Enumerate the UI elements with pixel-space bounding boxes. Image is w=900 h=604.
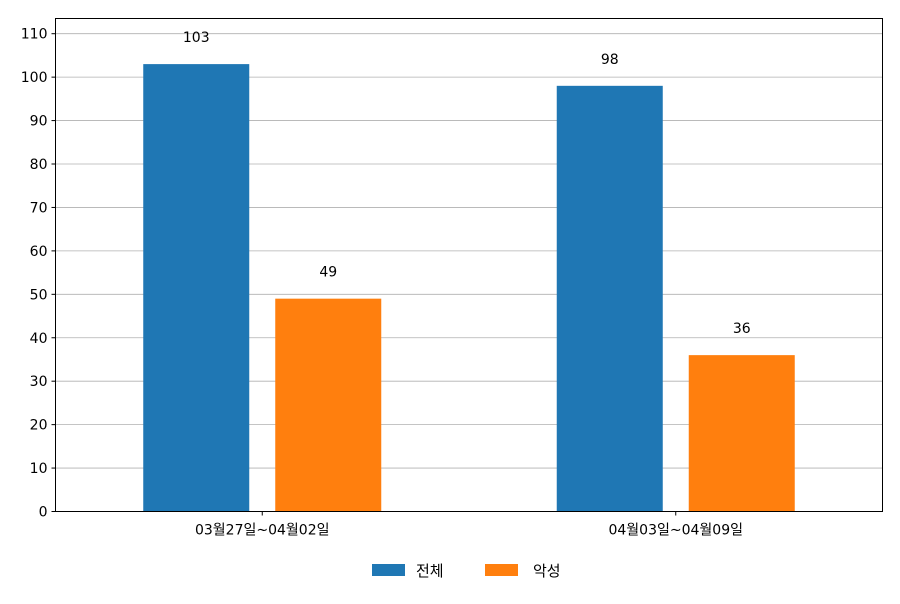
legend-label-total: 전체 [416, 562, 444, 580]
data-labels: 103 49 98 36 [183, 30, 751, 337]
legend-swatch-malicious [485, 564, 518, 576]
data-label: 103 [183, 30, 210, 46]
bars [143, 64, 795, 512]
plot-frame [55, 18, 883, 512]
data-label: 49 [319, 265, 337, 281]
bar-total-1 [143, 64, 250, 512]
y-tick-label: 30 [30, 374, 48, 390]
bar-malicious-1 [275, 298, 382, 512]
data-label: 98 [601, 52, 619, 68]
bar-total-2 [556, 85, 663, 512]
legend-swatch-total [372, 564, 405, 576]
y-tick-label: 100 [21, 70, 48, 86]
y-axis: 0 10 20 30 40 50 60 70 80 90 100 110 [21, 27, 56, 521]
y-tick-label: 110 [21, 27, 48, 43]
y-tick-label: 10 [30, 461, 48, 477]
x-axis: 03월27일~04월02일 04월03일~04월09일 [195, 511, 743, 539]
y-tick-label: 60 [30, 244, 48, 260]
y-tick-label: 20 [30, 418, 48, 434]
legend: 전체 악성 [372, 562, 561, 580]
legend-label-malicious: 악성 [533, 562, 561, 580]
y-tick-label: 70 [30, 200, 48, 216]
y-tick-label: 50 [30, 287, 48, 303]
y-tick-label: 40 [30, 331, 48, 347]
y-tick-label: 80 [30, 157, 48, 173]
x-tick-label: 03월27일~04월02일 [195, 523, 330, 539]
bar-malicious-2 [688, 355, 795, 512]
data-label: 36 [733, 321, 751, 337]
y-tick-label: 90 [30, 114, 48, 130]
x-tick-label: 04월03일~04월09일 [608, 523, 743, 539]
y-tick-label: 0 [39, 505, 48, 521]
